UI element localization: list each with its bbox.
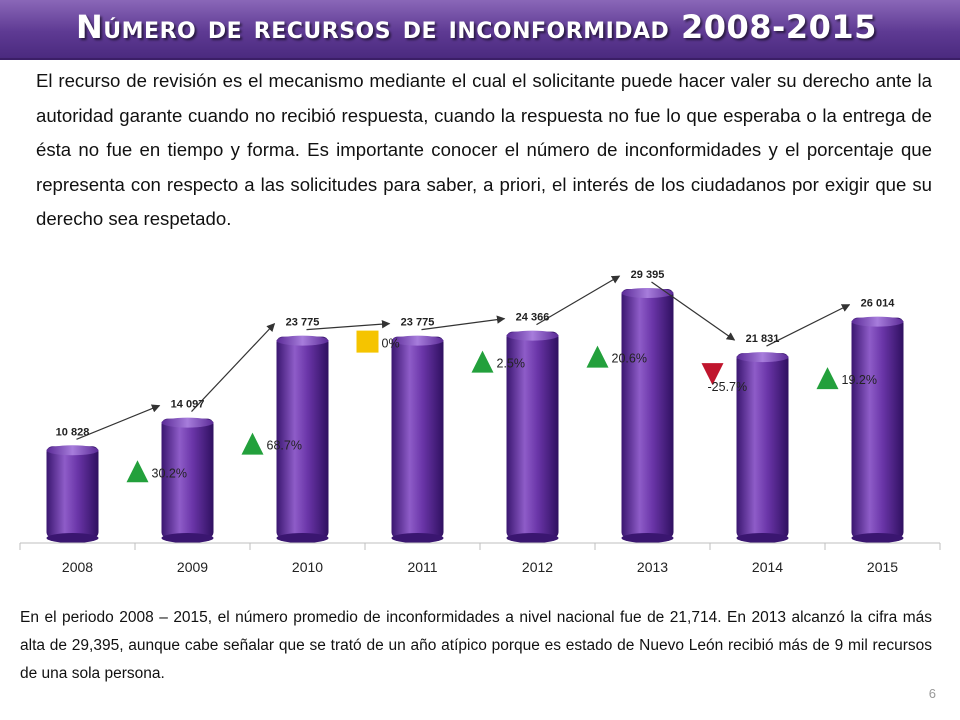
up-indicator (126, 460, 149, 483)
bar-2011 (391, 335, 444, 543)
trend-arrow (191, 322, 276, 412)
x-tick-label: 2008 (62, 559, 93, 575)
bar-2010 (276, 335, 329, 543)
bar-2014 (736, 352, 789, 543)
change-label: -25.7% (708, 380, 748, 394)
change-label: 20.6% (612, 352, 647, 366)
x-tick-label: 2010 (292, 559, 323, 575)
page-title: Número de recursos de inconformidad 2008… (76, 8, 877, 46)
bar-base (506, 533, 559, 543)
bar-body (46, 446, 99, 538)
x-tick-label: 2009 (177, 559, 208, 575)
bar-cap (736, 352, 789, 363)
bar-body (851, 317, 904, 538)
bar-cap (276, 335, 329, 346)
flat-indicator (356, 330, 379, 353)
value-label: 24 366 (516, 312, 550, 324)
bar-base (391, 533, 444, 543)
bar-body (736, 353, 789, 538)
bar-base (46, 533, 99, 543)
value-label: 29 395 (631, 269, 665, 281)
bar-2012 (506, 330, 559, 543)
x-tick-label: 2014 (752, 559, 783, 575)
trend-arrow (76, 404, 161, 440)
up-indicator (816, 367, 839, 390)
change-label: 0% (382, 337, 400, 351)
bar-cap (621, 288, 674, 298)
up-indicator (241, 432, 264, 455)
trend-arrow (766, 304, 851, 347)
x-tick-label: 2011 (407, 559, 437, 575)
change-label: 30.2% (152, 466, 187, 480)
trend-arrow (421, 315, 506, 331)
bar-base (161, 533, 214, 543)
up-indicator (471, 350, 494, 373)
trend-arrow (536, 275, 621, 326)
value-label: 23 775 (286, 317, 320, 329)
title-bar: Número de recursos de inconformidad 2008… (0, 0, 960, 60)
bar-cap (46, 445, 99, 456)
trend-arrow (306, 319, 391, 331)
change-label: 19.2% (842, 373, 877, 387)
bar-2008 (46, 445, 99, 543)
bar-body (276, 336, 329, 538)
intro-paragraph: El recurso de revisión es el mecanismo m… (36, 70, 932, 229)
bar-2009 (161, 417, 214, 543)
bar-body (161, 418, 214, 538)
x-tick-label: 2012 (522, 559, 553, 575)
x-tick-label: 2013 (637, 559, 668, 575)
change-label: 68.7% (267, 439, 302, 453)
value-label: 14 097 (171, 399, 205, 411)
bar-cap (506, 330, 559, 341)
bar-base (851, 533, 904, 543)
bar-2015 (851, 316, 904, 543)
bar-cap (851, 316, 904, 327)
bar-body (621, 289, 674, 538)
bar-cap (161, 417, 214, 428)
bar-base (736, 533, 789, 543)
change-label: 2.5% (497, 357, 526, 371)
page-number: 6 (928, 686, 936, 701)
bar-body (391, 336, 444, 538)
bar-base (621, 533, 674, 543)
value-label: 10 828 (56, 426, 90, 438)
value-label: 23 775 (401, 317, 435, 329)
bar-base (276, 533, 329, 543)
x-tick-label: 2015 (867, 559, 898, 575)
up-indicator (586, 345, 609, 368)
bar-cap (391, 335, 444, 346)
bar-2013 (621, 288, 674, 543)
down-indicator (701, 363, 724, 386)
bar-chart: 10 828 14 097 23 775 23 775 24 366 29 395 21 8… (19, 269, 941, 575)
value-label: 21 831 (746, 333, 780, 345)
bar-body (506, 331, 559, 538)
value-label: 26 014 (861, 298, 896, 310)
summary-paragraph: En el periodo 2008 – 2015, el número pro… (20, 609, 932, 682)
trend-arrow (651, 281, 736, 341)
